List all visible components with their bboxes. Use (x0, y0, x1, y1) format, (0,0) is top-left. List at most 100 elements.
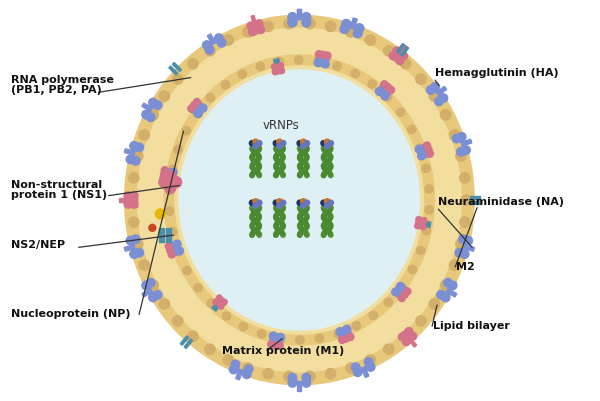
Circle shape (416, 144, 424, 152)
Circle shape (281, 156, 285, 160)
Circle shape (305, 233, 309, 237)
Circle shape (242, 27, 253, 37)
Circle shape (302, 18, 311, 27)
Circle shape (393, 47, 401, 55)
Ellipse shape (179, 70, 419, 330)
Polygon shape (151, 103, 155, 108)
Polygon shape (316, 55, 329, 60)
Circle shape (278, 211, 282, 215)
Circle shape (323, 152, 327, 157)
Circle shape (280, 148, 285, 152)
Polygon shape (167, 169, 173, 182)
Text: Hemagglutinin (HA): Hemagglutinin (HA) (436, 68, 559, 78)
Circle shape (302, 149, 307, 154)
Circle shape (168, 251, 175, 258)
Circle shape (301, 203, 306, 209)
Circle shape (322, 172, 326, 176)
Polygon shape (191, 101, 202, 113)
Polygon shape (304, 18, 309, 22)
Circle shape (250, 148, 255, 152)
Circle shape (322, 154, 326, 158)
Circle shape (462, 146, 470, 154)
Circle shape (223, 35, 233, 45)
Polygon shape (164, 168, 169, 182)
Circle shape (355, 24, 364, 32)
Circle shape (305, 146, 309, 150)
Circle shape (254, 151, 258, 155)
Circle shape (254, 159, 259, 163)
Circle shape (277, 211, 281, 215)
Circle shape (253, 160, 257, 165)
Circle shape (128, 217, 139, 227)
Polygon shape (298, 9, 301, 19)
Circle shape (250, 233, 254, 237)
Polygon shape (131, 241, 134, 245)
Polygon shape (212, 304, 219, 311)
Circle shape (275, 209, 280, 213)
Circle shape (274, 164, 278, 168)
Circle shape (353, 29, 362, 38)
Polygon shape (440, 293, 446, 300)
Circle shape (256, 217, 260, 221)
Circle shape (281, 225, 285, 229)
Circle shape (274, 215, 278, 220)
Circle shape (464, 236, 473, 245)
Polygon shape (208, 34, 215, 45)
Circle shape (256, 167, 260, 171)
Circle shape (276, 159, 281, 163)
Circle shape (276, 160, 281, 165)
Circle shape (314, 59, 322, 67)
Circle shape (457, 148, 465, 156)
Circle shape (305, 164, 309, 168)
Polygon shape (461, 139, 472, 146)
Polygon shape (293, 17, 297, 20)
Circle shape (342, 20, 350, 28)
Text: Non-structural: Non-structural (11, 180, 103, 190)
Circle shape (449, 260, 460, 270)
Circle shape (281, 154, 285, 158)
Circle shape (256, 212, 260, 217)
Circle shape (124, 192, 132, 200)
Circle shape (276, 220, 281, 225)
Polygon shape (355, 28, 362, 33)
Circle shape (305, 371, 315, 382)
Polygon shape (244, 369, 251, 375)
Circle shape (288, 13, 296, 21)
Circle shape (321, 140, 326, 146)
Circle shape (206, 94, 215, 102)
Circle shape (339, 336, 346, 343)
Circle shape (135, 143, 143, 152)
Polygon shape (462, 249, 466, 253)
Circle shape (323, 209, 328, 213)
Circle shape (298, 215, 302, 220)
Circle shape (274, 233, 278, 237)
Circle shape (298, 233, 302, 237)
Circle shape (278, 228, 282, 233)
Polygon shape (394, 285, 406, 297)
Circle shape (427, 150, 433, 157)
Circle shape (250, 231, 255, 236)
Circle shape (250, 173, 254, 178)
Circle shape (352, 363, 360, 371)
Polygon shape (398, 327, 415, 343)
Text: Lipid bilayer: Lipid bilayer (433, 321, 510, 331)
Circle shape (347, 333, 354, 340)
Circle shape (279, 170, 283, 174)
Polygon shape (169, 66, 178, 75)
Circle shape (302, 373, 311, 382)
Circle shape (165, 182, 176, 194)
Circle shape (302, 170, 307, 174)
Polygon shape (397, 287, 407, 299)
Circle shape (334, 330, 343, 338)
Circle shape (452, 134, 461, 143)
Circle shape (328, 165, 333, 170)
Circle shape (257, 165, 261, 170)
Circle shape (429, 299, 439, 309)
Polygon shape (342, 24, 349, 29)
Circle shape (274, 173, 278, 178)
Circle shape (250, 164, 254, 168)
Circle shape (278, 218, 283, 223)
Circle shape (277, 144, 282, 149)
Polygon shape (134, 144, 139, 150)
Text: Matrix protein (M1): Matrix protein (M1) (222, 346, 344, 356)
